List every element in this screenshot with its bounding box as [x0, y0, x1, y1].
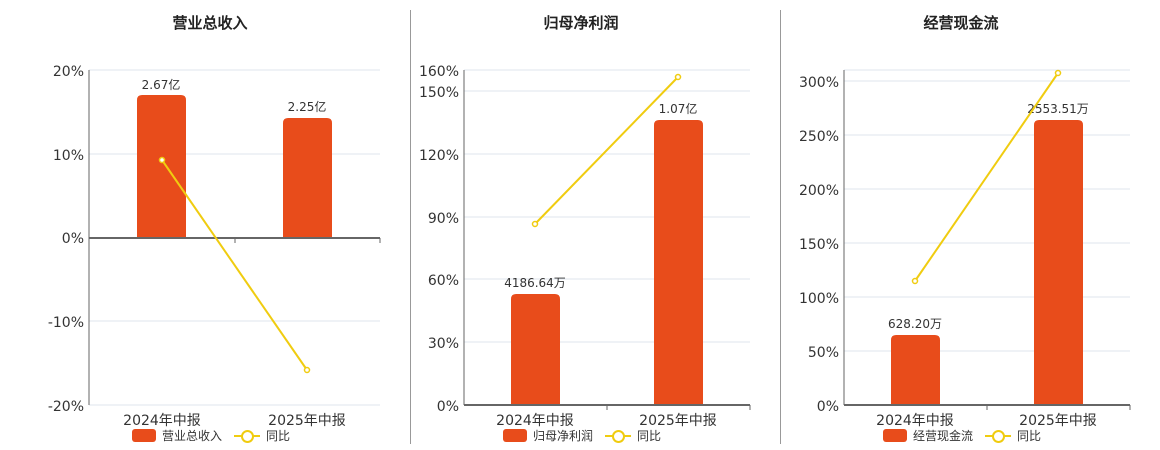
bars: [511, 120, 703, 405]
svg-text:0%: 0%: [817, 399, 839, 415]
svg-text:2025年中报: 2025年中报: [268, 413, 346, 429]
bar-value-labels: 2.67亿 2.25亿: [142, 77, 327, 114]
x-axis-labels: 2024年中报 2025年中报: [123, 413, 346, 429]
svg-text:2.25亿: 2.25亿: [288, 99, 327, 114]
svg-text:90%: 90%: [428, 211, 459, 227]
svg-text:1.07亿: 1.07亿: [659, 101, 698, 116]
bar-2024[interactable]: [137, 95, 186, 238]
svg-text:2024年中报: 2024年中报: [123, 413, 201, 429]
svg-text:2024年中报: 2024年中报: [876, 413, 954, 429]
svg-text:150%: 150%: [799, 237, 839, 253]
legend-bar-swatch[interactable]: [883, 429, 907, 442]
legend: 经营现金流 同比: [883, 427, 1041, 444]
legend-line-icon[interactable]: [605, 429, 632, 443]
point-2025[interactable]: [303, 366, 311, 374]
bar-2024[interactable]: [891, 335, 940, 405]
chart-panel-revenue: 营业总收入 20% 10% 0% -10% -20% 2.67亿 2.25亿: [0, 0, 410, 450]
svg-text:0%: 0%: [62, 231, 84, 247]
svg-text:628.20万: 628.20万: [888, 317, 942, 331]
bar-2025[interactable]: [654, 120, 703, 405]
svg-text:300%: 300%: [799, 75, 839, 91]
chart-panel-net-profit: 归母净利润: [411, 0, 781, 450]
gridlines: [89, 69, 380, 406]
svg-text:120%: 120%: [419, 148, 459, 164]
svg-text:30%: 30%: [428, 336, 459, 352]
yoy-line: [531, 73, 682, 228]
svg-text:250%: 250%: [799, 129, 839, 145]
svg-text:20%: 20%: [53, 64, 84, 80]
svg-text:-10%: -10%: [48, 315, 84, 331]
bar-value-labels: 628.20万 2553.51万: [888, 102, 1089, 331]
divider: [780, 10, 781, 444]
legend: 营业总收入 同比: [132, 427, 290, 444]
legend-line-label[interactable]: 同比: [637, 429, 662, 443]
bars: [137, 95, 332, 238]
svg-text:200%: 200%: [799, 183, 839, 199]
point-2025[interactable]: [1054, 69, 1062, 77]
legend-bar-swatch[interactable]: [503, 429, 527, 442]
legend-bar-swatch[interactable]: [132, 429, 156, 442]
bars: [891, 120, 1083, 405]
y-axis-ticks: 160% 150% 120% 90% 60% 30% 0%: [419, 64, 459, 415]
svg-text:150%: 150%: [419, 85, 459, 101]
point-2024[interactable]: [158, 156, 166, 164]
divider: [410, 10, 411, 444]
legend: 归母净利润 同比: [503, 427, 661, 444]
svg-text:60%: 60%: [428, 273, 459, 289]
legend-bar-label[interactable]: 归母净利润: [533, 429, 594, 443]
x-axis-labels: 2024年中报 2025年中报: [876, 413, 1097, 429]
bar-2025[interactable]: [283, 118, 332, 238]
svg-text:100%: 100%: [799, 291, 839, 307]
point-2025[interactable]: [674, 73, 682, 81]
y-axis-ticks: 20% 10% 0% -10% -20%: [48, 64, 84, 415]
point-2024[interactable]: [911, 277, 919, 285]
bar-value-labels: 4186.64万 1.07亿: [504, 101, 697, 290]
legend-line-label[interactable]: 同比: [1017, 429, 1042, 443]
legend-line-label[interactable]: 同比: [266, 429, 291, 443]
svg-text:2024年中报: 2024年中报: [496, 413, 574, 429]
chart-title: 归母净利润: [543, 14, 619, 32]
svg-text:10%: 10%: [53, 148, 84, 164]
legend-bar-label[interactable]: 营业总收入: [162, 429, 223, 443]
bar-2024[interactable]: [511, 294, 560, 405]
svg-text:2025年中报: 2025年中报: [1019, 413, 1097, 429]
x-axis-labels: 2024年中报 2025年中报: [496, 413, 717, 429]
yoy-line: [911, 69, 1062, 285]
svg-text:2.67亿: 2.67亿: [142, 77, 181, 92]
point-2024[interactable]: [531, 220, 539, 228]
svg-text:50%: 50%: [808, 345, 839, 361]
svg-text:2553.51万: 2553.51万: [1027, 102, 1089, 116]
chart-title: 营业总收入: [172, 14, 248, 32]
y-axis-ticks: 300% 250% 200% 150% 100% 50% 0%: [799, 75, 839, 415]
svg-text:0%: 0%: [437, 399, 459, 415]
svg-text:160%: 160%: [419, 64, 459, 80]
bar-2025[interactable]: [1034, 120, 1083, 405]
svg-text:-20%: -20%: [48, 399, 84, 415]
legend-bar-label[interactable]: 经营现金流: [913, 429, 974, 443]
legend-line-icon[interactable]: [234, 429, 261, 443]
svg-text:2025年中报: 2025年中报: [639, 413, 717, 429]
chart-title: 经营现金流: [923, 14, 999, 32]
chart-panel-cash-flow: 经营现金流: [781, 0, 1160, 450]
legend-line-icon[interactable]: [985, 429, 1012, 443]
yoy-line: [158, 156, 311, 374]
svg-text:4186.64万: 4186.64万: [504, 276, 566, 290]
chart-revenue-svg: 20% 10% 0% -10% -20% 2.67亿 2.25亿 2024年中报…: [48, 64, 381, 429]
